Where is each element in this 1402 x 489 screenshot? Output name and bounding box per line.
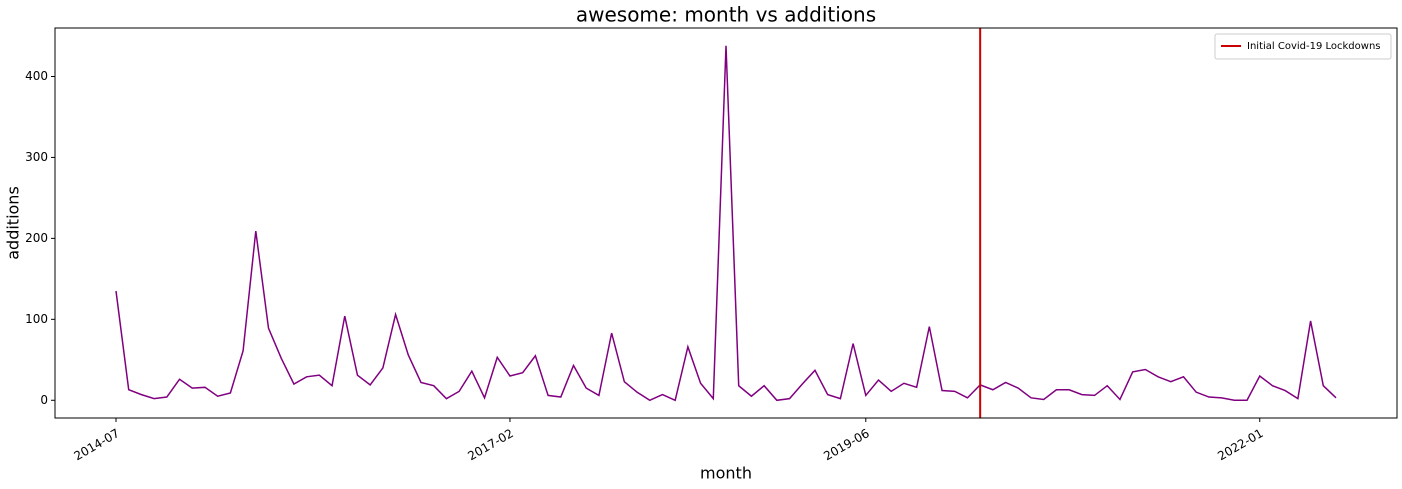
y-tick-label: 0 [40,393,48,407]
x-axis-label: month [700,464,752,483]
x-tick-label: 2014-07 [71,426,121,463]
chart-title: awesome: month vs additions [576,3,876,27]
y-tick-label: 400 [25,69,48,83]
y-axis-label: additions [4,186,23,260]
data-line [115,45,1337,402]
plot-frame [54,27,1398,419]
y-tick-label: 200 [25,231,48,245]
x-tick-label: 2017-02 [465,426,515,463]
legend-label: Initial Covid-19 Lockdowns [1247,41,1381,52]
y-tick-label: 300 [25,150,48,164]
x-tick-label: 2019-06 [821,426,871,463]
x-tick-label: 2022-01 [1215,426,1265,463]
legend-box [1214,33,1392,60]
y-tick-label: 100 [25,312,48,326]
